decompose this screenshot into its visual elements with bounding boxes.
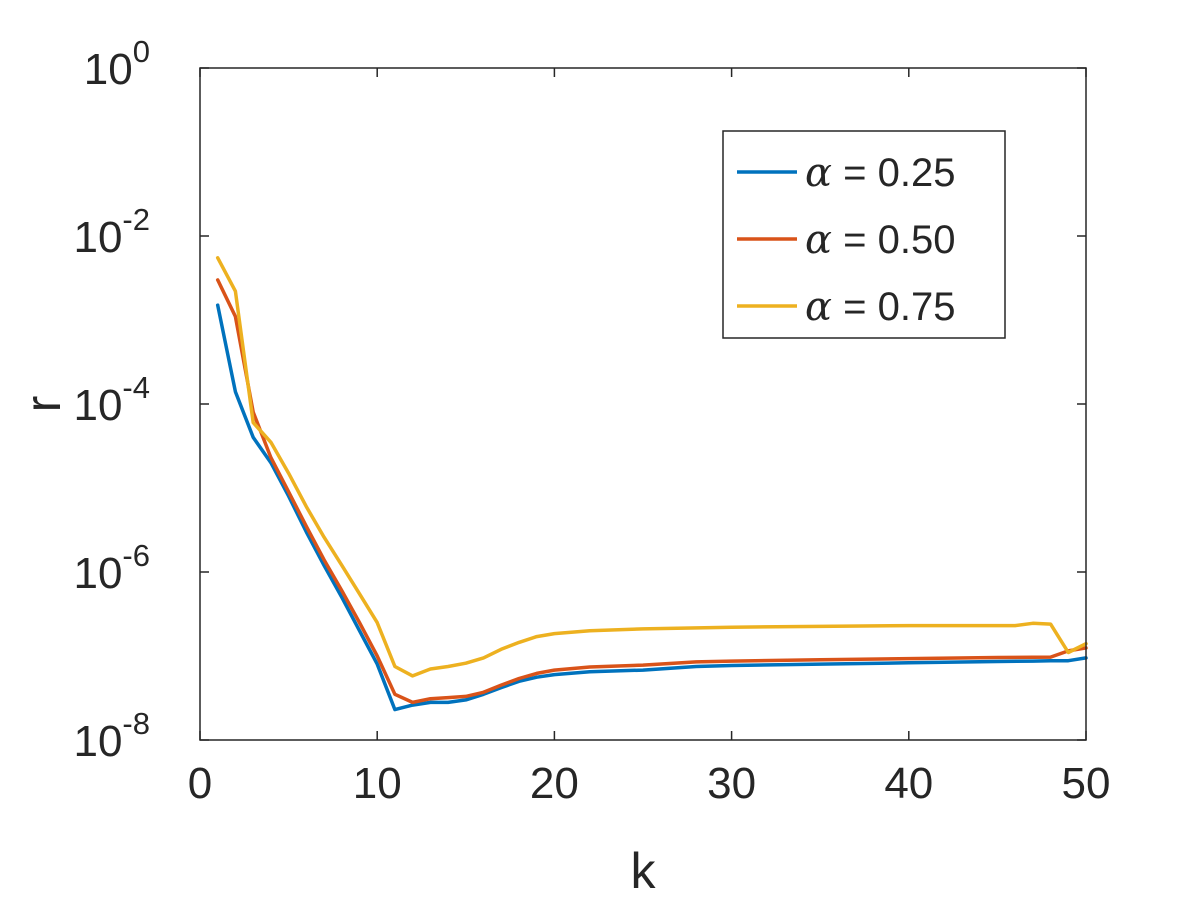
legend-box	[722, 130, 1006, 339]
x-tick-label: 20	[530, 759, 579, 808]
series-lines	[215, 256, 1088, 712]
legend-entry-1: α = 0.25	[805, 150, 955, 196]
x-tick-label: 10	[353, 759, 402, 808]
series-line-2	[215, 278, 1088, 705]
legend-value-text: = 0.75	[832, 285, 955, 329]
y-tick-label-base: 10	[73, 717, 122, 766]
x-axis-label: k	[631, 843, 657, 899]
legend: α = 0.25α = 0.50α = 0.75	[722, 130, 1006, 339]
x-tick-label: 40	[884, 759, 933, 808]
y-tick-label-base: 10	[73, 381, 122, 430]
series-line-3	[215, 256, 1088, 678]
legend-alpha-symbol: α	[805, 284, 832, 330]
y-tick-label-base: 10	[73, 549, 122, 598]
y-tick-label-base: 10	[84, 45, 133, 94]
x-tick-label: 30	[707, 759, 756, 808]
y-tick-label-exponent: -4	[122, 370, 150, 405]
y-tick-label: 10-4	[73, 370, 150, 430]
y-tick-label-exponent: -8	[122, 706, 150, 741]
x-tick-label: 50	[1062, 759, 1111, 808]
series-line-1	[215, 303, 1088, 712]
y-tick-label: 100	[84, 34, 150, 94]
legend-value-text: = 0.50	[832, 218, 955, 262]
y-tick-label-exponent: -6	[122, 538, 150, 573]
y-tick-label: 10-8	[73, 706, 150, 766]
y-tick-label-exponent: -2	[122, 202, 150, 237]
legend-value-text: = 0.25	[832, 151, 955, 195]
y-tick-label: 10-2	[73, 202, 150, 262]
plot-area-frame	[199, 67, 1087, 741]
y-tick-label: 10-6	[73, 538, 150, 598]
legend-alpha-symbol: α	[805, 217, 832, 263]
x-tick-label: 0	[188, 759, 212, 808]
y-axis-label: r	[15, 396, 71, 413]
y-tick-label-base: 10	[73, 213, 122, 262]
y-tick-label-exponent: 0	[133, 34, 150, 69]
legend-entry-2: α = 0.50	[805, 217, 955, 263]
legend-entry-3: α = 0.75	[805, 284, 955, 330]
legend-alpha-symbol: α	[805, 150, 832, 196]
